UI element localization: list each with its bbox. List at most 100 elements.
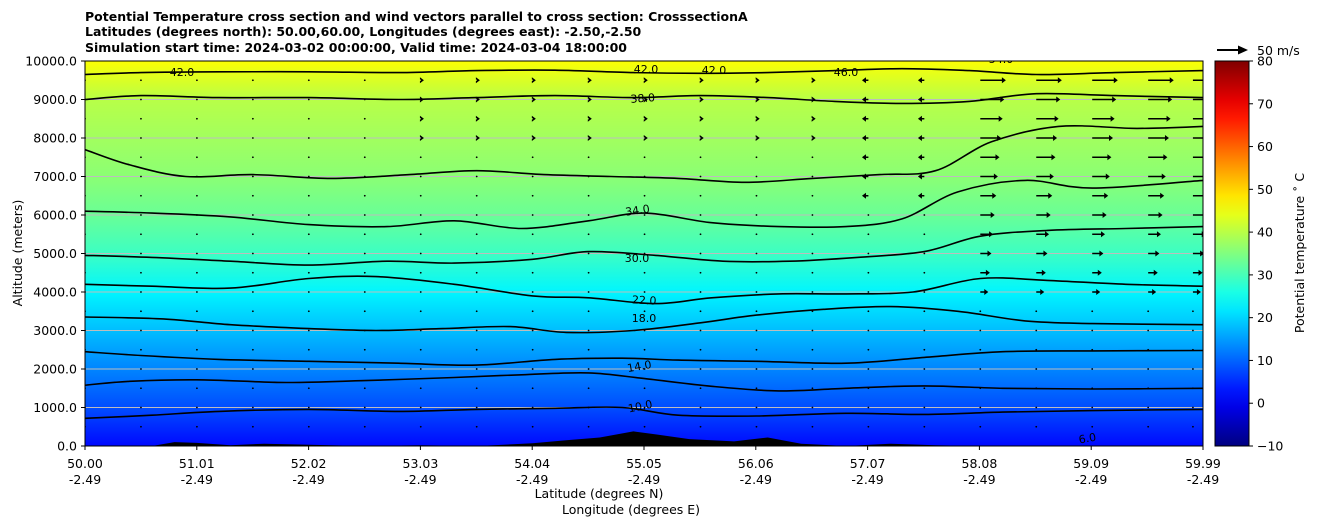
y-axis: 0.0 1000.0 2000.0 3000.0 4000.0 5000.0 6000.0 7… (25, 54, 85, 454)
wind-vector (251, 387, 254, 390)
wind-vector (1091, 425, 1094, 428)
wind-vector (811, 271, 814, 274)
chart-title: Potential Temperature cross section and … (85, 9, 748, 24)
wind-vector (1148, 154, 1168, 161)
wind-vector (980, 250, 992, 257)
x-tick-label-lat: 52.02 (291, 456, 327, 471)
wind-vector (531, 291, 534, 293)
wind-vector (1192, 406, 1194, 409)
wind-vector (196, 233, 198, 236)
wind-vector (811, 233, 814, 236)
wind-vector (980, 77, 1006, 84)
wind-vector (531, 194, 534, 197)
colorbar-tick-label: −10 (1257, 439, 1283, 454)
wind-vector (419, 406, 422, 409)
wind-vector (1092, 231, 1106, 238)
wind-vector (475, 96, 480, 103)
wind-vector (475, 194, 478, 197)
contour-label: 10.0 (627, 398, 654, 416)
wind-vector (811, 175, 814, 178)
wind-vector (307, 406, 310, 409)
wind-vector (251, 425, 254, 428)
x-axis-label-longitude: Longitude (degrees E) (562, 502, 700, 517)
wind-vector (251, 233, 254, 236)
wind-vector (1036, 192, 1053, 199)
wind-vector (1036, 154, 1056, 161)
wind-vector (1147, 368, 1150, 370)
quiver-key-arrow-head (1238, 45, 1248, 55)
wind-vector (140, 368, 142, 370)
wind-vector (1035, 310, 1038, 313)
wind-vector (643, 271, 646, 274)
wind-vector (363, 271, 366, 274)
x-tick-label-lat: 59.99 (1185, 456, 1221, 471)
wind-vectors (85, 77, 1203, 428)
wind-vector (196, 194, 198, 197)
plot-area: 46.0 42.0 42.0 42.0 38.0 34.0 30.0 22.0 18.0 14.0… (84, 60, 1204, 447)
wind-vector (140, 137, 142, 139)
wind-vector (419, 233, 422, 236)
wind-vector (1091, 387, 1094, 390)
wind-vector (699, 96, 704, 103)
wind-vector (307, 310, 310, 313)
wind-vector (1192, 250, 1203, 257)
x-tick-label-lat: 57.07 (850, 456, 886, 471)
wind-vector (1192, 79, 1203, 82)
wind-vector (867, 214, 870, 216)
wind-vector (1036, 212, 1051, 218)
wind-vector (419, 156, 422, 159)
contour-line-18 (85, 305, 1203, 334)
wind-vector (587, 387, 590, 390)
wind-vector (475, 214, 478, 216)
wind-vector (251, 117, 254, 120)
wind-vector (867, 329, 870, 332)
wind-vector (923, 387, 926, 390)
wind-vector (1147, 425, 1150, 428)
wind-vector (923, 348, 926, 351)
wind-vector (307, 348, 310, 351)
wind-vector (140, 117, 142, 120)
wind-vector (363, 348, 366, 351)
wind-vector (363, 425, 366, 428)
wind-vector (699, 348, 702, 351)
wind-vector (755, 214, 758, 216)
wind-vector (140, 156, 142, 159)
wind-vector (699, 194, 702, 197)
wind-vector (1092, 173, 1110, 180)
wind-vector (917, 173, 925, 180)
wind-vector (643, 115, 648, 122)
wind-vector (811, 135, 816, 141)
wind-vector (587, 368, 590, 370)
wind-vector (1092, 77, 1118, 84)
wind-vector (980, 192, 997, 199)
wind-vector (587, 156, 590, 159)
wind-vector (811, 156, 814, 159)
wind-vector (1092, 269, 1102, 276)
wind-vector (475, 115, 480, 122)
wind-vector (1091, 368, 1094, 370)
wind-vector (587, 425, 590, 428)
terrain-shape (85, 431, 1203, 446)
wind-vector (531, 135, 536, 141)
wind-vector (531, 252, 534, 255)
wind-vector (419, 214, 422, 216)
wind-vector (587, 194, 590, 197)
wind-vector (531, 329, 534, 332)
wind-vector (643, 406, 646, 409)
wind-vector (531, 387, 534, 390)
wind-vector (643, 135, 648, 141)
wind-vector (643, 96, 648, 103)
x-tick-label-lon: -2.49 (181, 472, 213, 487)
wind-vector (419, 194, 422, 197)
wind-vector (643, 214, 646, 216)
x-tick-label-lat: 50.00 (67, 456, 103, 471)
wind-vector (419, 271, 422, 274)
wind-vector (1036, 135, 1058, 141)
wind-vector (1192, 194, 1203, 197)
wind-vector (923, 425, 926, 428)
wind-vector (917, 115, 925, 122)
wind-vector (307, 387, 310, 390)
wind-vector (811, 348, 814, 351)
wind-vector (531, 368, 534, 370)
wind-vector (917, 192, 925, 199)
